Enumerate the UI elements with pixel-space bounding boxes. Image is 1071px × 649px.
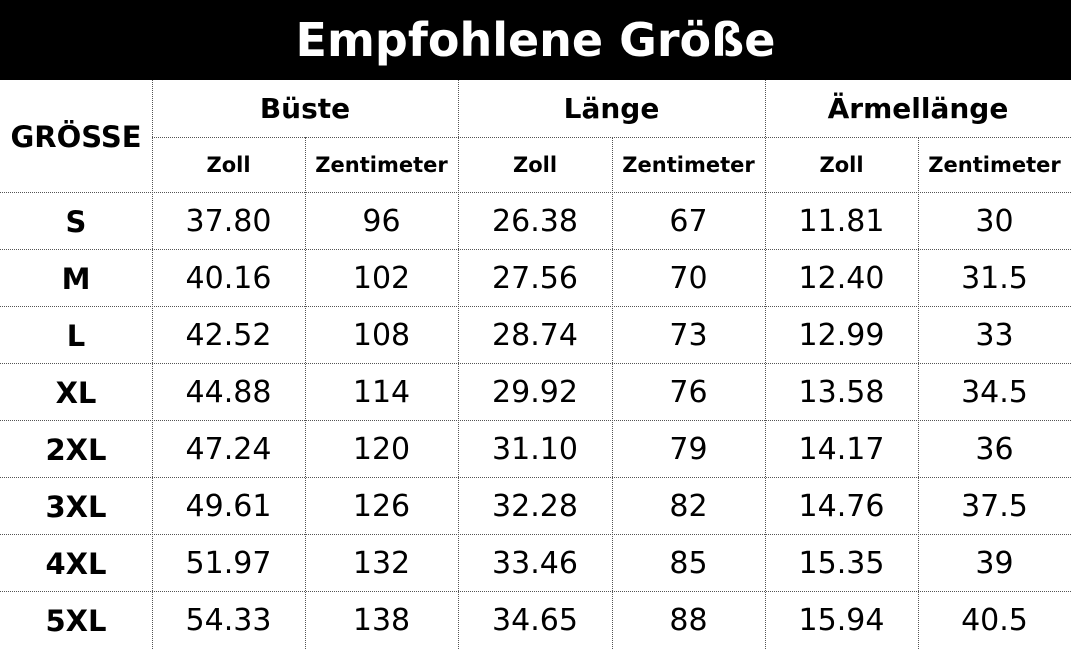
value-cell: 51.97 xyxy=(185,546,272,581)
value-cell: 28.74 xyxy=(492,318,578,353)
unit-header: Zentimeter xyxy=(315,153,448,177)
grid-line xyxy=(0,420,1071,421)
value-cell: 34.5 xyxy=(961,375,1028,410)
value-cell: 12.40 xyxy=(798,261,885,296)
value-cell: 36 xyxy=(975,432,1014,467)
value-cell: 14.76 xyxy=(798,489,885,524)
value-cell: 33 xyxy=(975,318,1014,353)
size-cell: M xyxy=(61,261,91,296)
grid-line xyxy=(0,249,1071,250)
grid-line xyxy=(0,363,1071,364)
size-header: GRÖSSE xyxy=(10,119,142,154)
value-cell: 132 xyxy=(352,546,411,581)
value-cell: 31.5 xyxy=(961,261,1028,296)
size-cell: 3XL xyxy=(45,489,107,524)
value-cell: 114 xyxy=(352,375,411,410)
grid-line xyxy=(152,80,153,649)
value-cell: 31.10 xyxy=(492,432,578,467)
unit-header: Zoll xyxy=(512,153,558,177)
grid-line xyxy=(0,192,1071,193)
value-cell: 102 xyxy=(352,261,411,296)
value-cell: 12.99 xyxy=(798,318,885,353)
value-cell: 70 xyxy=(669,261,708,296)
grid-line xyxy=(0,534,1071,535)
value-cell: 15.35 xyxy=(798,546,885,581)
size-cell: L xyxy=(66,318,86,353)
value-cell: 82 xyxy=(669,489,708,524)
value-cell: 88 xyxy=(669,603,708,638)
unit-header: Zentimeter xyxy=(622,153,755,177)
value-cell: 37.5 xyxy=(961,489,1028,524)
value-cell: 14.17 xyxy=(798,432,885,467)
value-cell: 67 xyxy=(669,204,708,239)
value-cell: 108 xyxy=(352,318,411,353)
unit-header: Zentimeter xyxy=(928,153,1061,177)
group-header: Büste xyxy=(259,92,351,125)
value-cell: 37.80 xyxy=(185,204,272,239)
grid-line xyxy=(305,137,306,649)
grid-line xyxy=(152,137,1071,138)
group-header: Ärmellänge xyxy=(827,92,1009,125)
value-cell: 32.28 xyxy=(492,489,578,524)
value-cell: 26.38 xyxy=(492,204,578,239)
size-cell: 5XL xyxy=(45,603,107,638)
grid-line xyxy=(0,477,1071,478)
size-cell: 4XL xyxy=(45,546,107,581)
value-cell: 27.56 xyxy=(492,261,578,296)
value-cell: 11.81 xyxy=(798,204,885,239)
value-cell: 29.92 xyxy=(492,375,578,410)
value-cell: 33.46 xyxy=(492,546,578,581)
value-cell: 42.52 xyxy=(185,318,272,353)
grid-line xyxy=(765,80,766,649)
size-cell: 2XL xyxy=(45,432,107,467)
value-cell: 47.24 xyxy=(185,432,272,467)
value-cell: 138 xyxy=(352,603,411,638)
grid-line xyxy=(0,591,1071,592)
value-cell: 44.88 xyxy=(185,375,272,410)
value-cell: 13.58 xyxy=(798,375,885,410)
value-cell: 54.33 xyxy=(185,603,272,638)
grid-line xyxy=(458,80,459,649)
value-cell: 15.94 xyxy=(798,603,885,638)
value-cell: 30 xyxy=(975,204,1014,239)
value-cell: 39 xyxy=(975,546,1014,581)
group-header: Länge xyxy=(563,92,660,125)
unit-header: Zoll xyxy=(819,153,864,177)
value-cell: 40.16 xyxy=(185,261,272,296)
grid-line xyxy=(0,306,1071,307)
value-cell: 79 xyxy=(669,432,708,467)
value-cell: 96 xyxy=(362,204,401,239)
size-cell: XL xyxy=(55,375,97,410)
value-cell: 85 xyxy=(669,546,708,581)
unit-header: Zoll xyxy=(206,153,251,177)
value-cell: 34.65 xyxy=(492,603,578,638)
value-cell: 126 xyxy=(352,489,411,524)
title: Empfohlene Größe xyxy=(295,13,776,67)
size-cell: S xyxy=(65,204,87,239)
value-cell: 76 xyxy=(669,375,708,410)
grid-line xyxy=(612,137,613,649)
title-bar xyxy=(0,0,1071,80)
value-cell: 73 xyxy=(669,318,708,353)
grid-line xyxy=(918,137,919,649)
value-cell: 120 xyxy=(352,432,411,467)
value-cell: 49.61 xyxy=(185,489,272,524)
value-cell: 40.5 xyxy=(961,603,1028,638)
